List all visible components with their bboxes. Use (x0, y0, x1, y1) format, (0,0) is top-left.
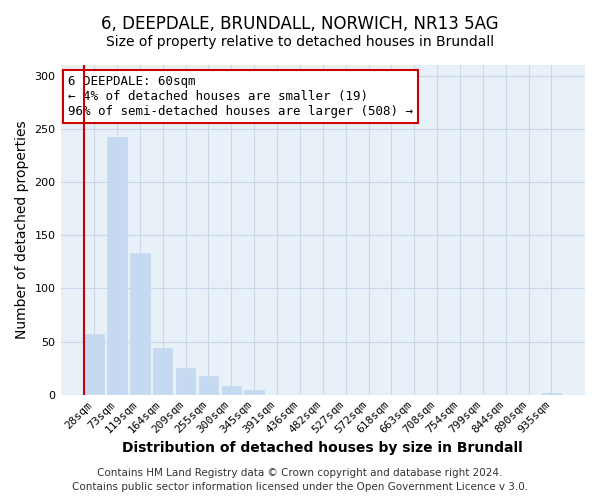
Bar (199, 376, 218, 395)
Text: 6, DEEPDALE, BRUNDALL, NORWICH, NR13 5AG: 6, DEEPDALE, BRUNDALL, NORWICH, NR13 5AG (101, 15, 499, 33)
Bar (221, 386, 241, 395)
X-axis label: Distribution of detached houses by size in Brundall: Distribution of detached houses by size … (122, 441, 523, 455)
Text: Size of property relative to detached houses in Brundall: Size of property relative to detached ho… (106, 35, 494, 49)
Bar (153, 348, 172, 395)
Y-axis label: Number of detached properties: Number of detached properties (15, 120, 29, 339)
Bar (107, 138, 127, 395)
Text: 6 DEEPDALE: 60sqm
← 4% of detached houses are smaller (19)
96% of semi-detached : 6 DEEPDALE: 60sqm ← 4% of detached house… (68, 75, 413, 118)
Bar (542, 392, 561, 395)
Bar (176, 368, 195, 395)
Bar (130, 254, 149, 395)
Bar (85, 334, 104, 395)
Bar (244, 390, 264, 395)
Text: Contains HM Land Registry data © Crown copyright and database right 2024.
Contai: Contains HM Land Registry data © Crown c… (72, 468, 528, 492)
